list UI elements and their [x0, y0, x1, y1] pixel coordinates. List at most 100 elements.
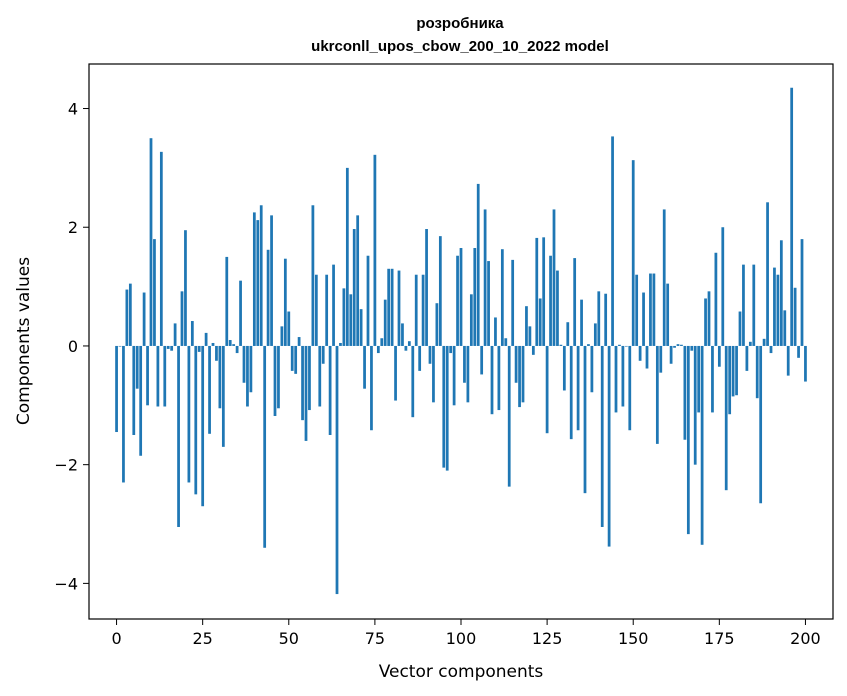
bar-28: [211, 342, 215, 346]
bar-145: [614, 345, 618, 413]
bar-22: [190, 321, 194, 346]
bar-71: [359, 309, 363, 346]
y-tick-label: −2: [54, 456, 78, 475]
bar-83: [401, 323, 404, 346]
bar-189: [766, 202, 769, 346]
bar-180: [735, 345, 738, 396]
bar-16: [170, 345, 174, 351]
x-tick-label: 100: [446, 629, 477, 648]
bar-10: [149, 138, 153, 346]
bar-195: [786, 345, 790, 376]
bar-86: [411, 345, 415, 418]
bar-122: [535, 237, 539, 346]
bar-29: [215, 345, 218, 361]
bar-34: [232, 344, 236, 346]
bar-192: [776, 274, 780, 346]
bar-91: [428, 345, 432, 364]
chart-subtitle: ukrconll_upos_cbow_200_10_2022 model: [311, 38, 609, 55]
bar-100: [459, 248, 463, 346]
bar-87: [414, 274, 418, 346]
bar-62: [328, 345, 332, 435]
bar-4: [128, 283, 132, 346]
bar-89: [421, 274, 425, 346]
bar-69: [352, 229, 356, 346]
bar-14: [163, 345, 167, 407]
bar-137: [587, 344, 590, 346]
bar-102: [466, 345, 470, 403]
bar-1: [118, 345, 122, 347]
bar-64: [335, 345, 339, 595]
bar-147: [621, 345, 625, 407]
bar-36: [239, 280, 242, 346]
bars-group: [115, 87, 807, 595]
bar-95: [442, 345, 446, 468]
y-tick-label: 0: [68, 337, 78, 356]
bar-127: [552, 209, 556, 346]
bar-178: [728, 345, 732, 415]
x-tick-label: 175: [704, 629, 735, 648]
bar-181: [738, 311, 742, 346]
bar-133: [573, 258, 577, 346]
y-tick-label: −4: [54, 574, 78, 593]
bar-3: [125, 289, 129, 346]
bar-173: [711, 345, 714, 413]
bar-164: [680, 344, 683, 346]
x-axis-label: Vector components: [379, 662, 544, 682]
y-axis-ticks: −4 −2 0 2 4: [54, 100, 89, 593]
bar-75: [373, 154, 377, 346]
bar-105: [476, 183, 480, 346]
bar-49: [283, 258, 287, 346]
bar-151: [635, 274, 639, 346]
bar-73: [366, 255, 370, 346]
bar-40: [252, 212, 256, 346]
bar-96: [445, 345, 449, 471]
bar-7: [139, 345, 143, 456]
bar-70: [356, 215, 360, 346]
bar-90: [425, 229, 428, 346]
bar-125: [545, 345, 549, 434]
bar-167: [690, 345, 694, 351]
bar-182: [742, 264, 745, 346]
bar-77: [380, 338, 384, 346]
bar-166: [686, 345, 690, 535]
bar-53: [297, 337, 301, 346]
bar-142: [604, 293, 608, 346]
bar-136: [583, 345, 587, 494]
bar-51: [290, 345, 294, 371]
bar-132: [569, 345, 573, 440]
bar-6: [135, 345, 139, 389]
bar-11: [153, 239, 156, 346]
bar-26: [204, 332, 208, 346]
bar-128: [556, 270, 559, 346]
bar-66: [342, 288, 346, 346]
bar-123: [538, 298, 542, 346]
bar-124: [542, 237, 546, 346]
bar-35: [235, 345, 239, 354]
bar-33: [228, 340, 232, 346]
y-tick-label: 2: [68, 218, 78, 237]
bar-47: [277, 345, 280, 409]
bar-110: [494, 317, 497, 346]
bar-104: [473, 248, 477, 346]
bar-186: [755, 345, 759, 399]
bar-63: [332, 264, 335, 346]
bar-76: [376, 345, 380, 354]
bar-44: [266, 249, 270, 346]
bar-45: [270, 215, 273, 346]
bar-163: [676, 344, 680, 346]
bar-176: [721, 227, 725, 346]
bar-119: [525, 306, 528, 346]
bar-108: [487, 261, 490, 346]
bar-0: [115, 345, 118, 433]
bar-25: [201, 345, 205, 507]
bar-154: [645, 345, 649, 369]
bar-114: [507, 345, 511, 487]
bar-144: [611, 136, 614, 346]
bar-88: [418, 345, 422, 371]
bar-131: [566, 322, 570, 346]
bar-198: [797, 345, 800, 358]
bar-120: [528, 326, 532, 346]
bar-158: [659, 345, 663, 373]
bar-165: [683, 345, 687, 440]
